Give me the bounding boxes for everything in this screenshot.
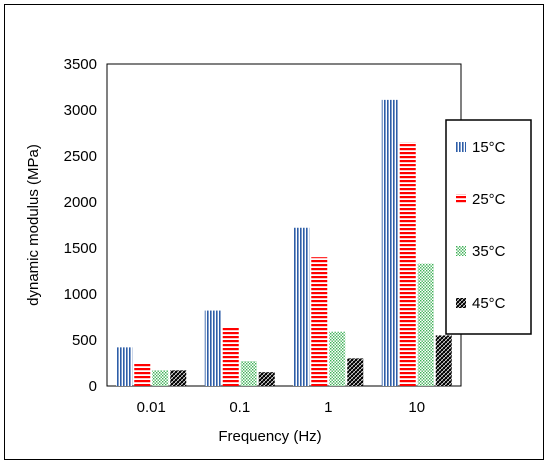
y-axis-title: dynamic modulus (MPa) <box>25 144 42 306</box>
y-axis: 0 500 1000 1500 2000 2500 3000 3500 <box>64 56 97 395</box>
bar-15C-10 <box>381 99 398 386</box>
bar-35C-1 <box>329 331 346 386</box>
y-tick-label: 1500 <box>64 240 97 257</box>
x-tick-label: 1 <box>324 399 332 416</box>
legend-swatch <box>456 246 466 256</box>
bar-45C-10 <box>435 335 452 386</box>
y-tick-label: 500 <box>72 332 97 349</box>
x-axis: 0.01 0.1 1 10 <box>137 399 425 416</box>
legend-label: 25°C <box>472 191 506 208</box>
legend-swatch <box>456 298 466 308</box>
y-tick-label: 0 <box>89 378 97 395</box>
bar-15C-1 <box>293 227 310 386</box>
bar-45C-0_01 <box>170 370 187 386</box>
legend-swatch <box>456 142 466 152</box>
x-tick-label: 10 <box>408 399 425 416</box>
bar-25C-1 <box>311 257 328 386</box>
bar-15C-0_01 <box>116 347 133 386</box>
y-tick-label: 3000 <box>64 102 97 119</box>
legend-label: 15°C <box>472 139 506 156</box>
chart-frame <box>4 4 544 460</box>
x-axis-title: Frequency (Hz) <box>218 428 321 445</box>
y-tick-label: 2500 <box>64 148 97 165</box>
bar-45C-1 <box>347 358 364 386</box>
bar-25C-10 <box>399 142 416 386</box>
y-tick-label: 2000 <box>64 194 97 211</box>
bars <box>116 99 452 386</box>
legend: 15°C 25°C 35°C 45°C <box>445 119 532 335</box>
legend-label: 45°C <box>472 295 506 312</box>
bar-35C-0_1 <box>240 361 257 386</box>
bar-35C-0_01 <box>152 370 169 386</box>
bar-35C-10 <box>417 263 434 386</box>
x-tick-label: 0.01 <box>137 399 166 416</box>
legend-swatch <box>456 194 466 204</box>
bar-45C-0_1 <box>258 372 275 386</box>
legend-label: 35°C <box>472 243 506 260</box>
y-tick-label: 1000 <box>64 286 97 303</box>
bar-25C-0_1 <box>222 327 239 386</box>
x-tick-label: 0.1 <box>229 399 250 416</box>
bar-15C-0_1 <box>204 310 221 386</box>
y-tick-label: 3500 <box>64 56 97 73</box>
bar-25C-0_01 <box>134 363 151 386</box>
